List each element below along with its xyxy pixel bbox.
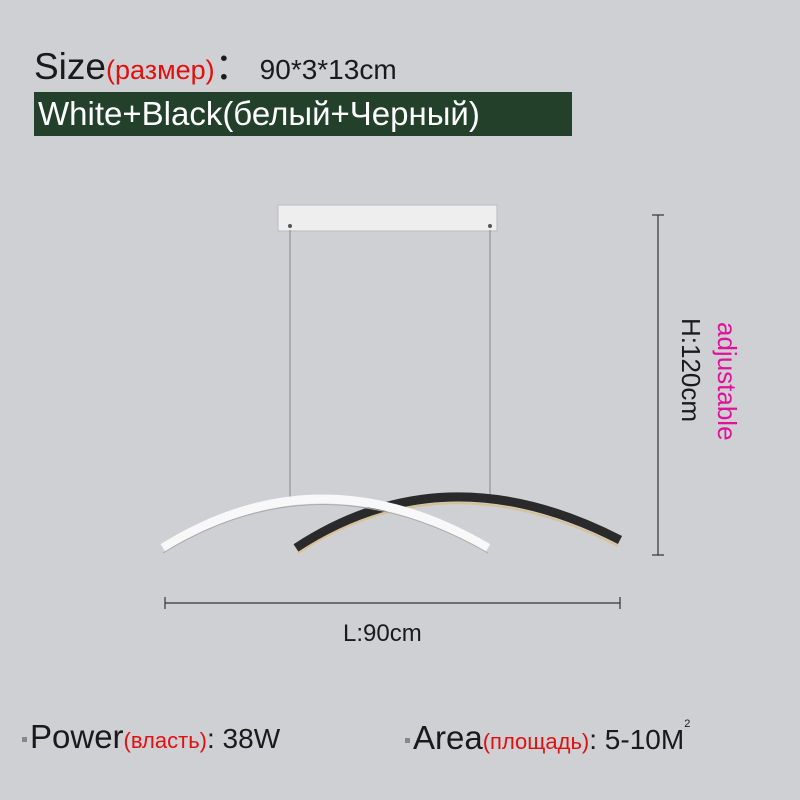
power-spec: Power(власть): 38W bbox=[22, 718, 280, 756]
height-label: H:120cm bbox=[676, 318, 706, 423]
length-label: L:90cm bbox=[343, 620, 422, 647]
area-label-ru: (площадь) bbox=[482, 729, 590, 754]
length-dimension-line bbox=[164, 597, 621, 609]
bullet-icon bbox=[405, 737, 410, 743]
bullet-icon bbox=[22, 736, 27, 742]
ceiling-canopy bbox=[277, 204, 498, 232]
power-label-ru: (власть) bbox=[123, 728, 207, 753]
color-banner: White+Black(белый+Черный) bbox=[34, 92, 572, 136]
size-separator: ： bbox=[214, 46, 252, 87]
area-superscript: 2 bbox=[684, 718, 691, 730]
area-label: Area bbox=[413, 719, 483, 756]
area-value: : 5-10M bbox=[589, 724, 685, 755]
area-spec: Area(площадь): 5-10M2 bbox=[405, 718, 690, 757]
size-label: Size bbox=[34, 46, 106, 87]
size-spec: Size(размер)： 90*3*13cm bbox=[34, 36, 397, 90]
white-arc-edge bbox=[162, 504, 489, 554]
height-dimension-line bbox=[652, 214, 664, 556]
size-label-ru: (размер) bbox=[105, 55, 215, 85]
white-arc bbox=[160, 494, 491, 552]
size-value: 90*3*13cm bbox=[259, 54, 397, 85]
black-arc-light bbox=[297, 502, 619, 554]
adjustable-label: adjustable bbox=[712, 322, 742, 441]
power-value: : 38W bbox=[207, 723, 281, 754]
power-label: Power bbox=[30, 718, 124, 755]
black-arc bbox=[293, 492, 623, 552]
